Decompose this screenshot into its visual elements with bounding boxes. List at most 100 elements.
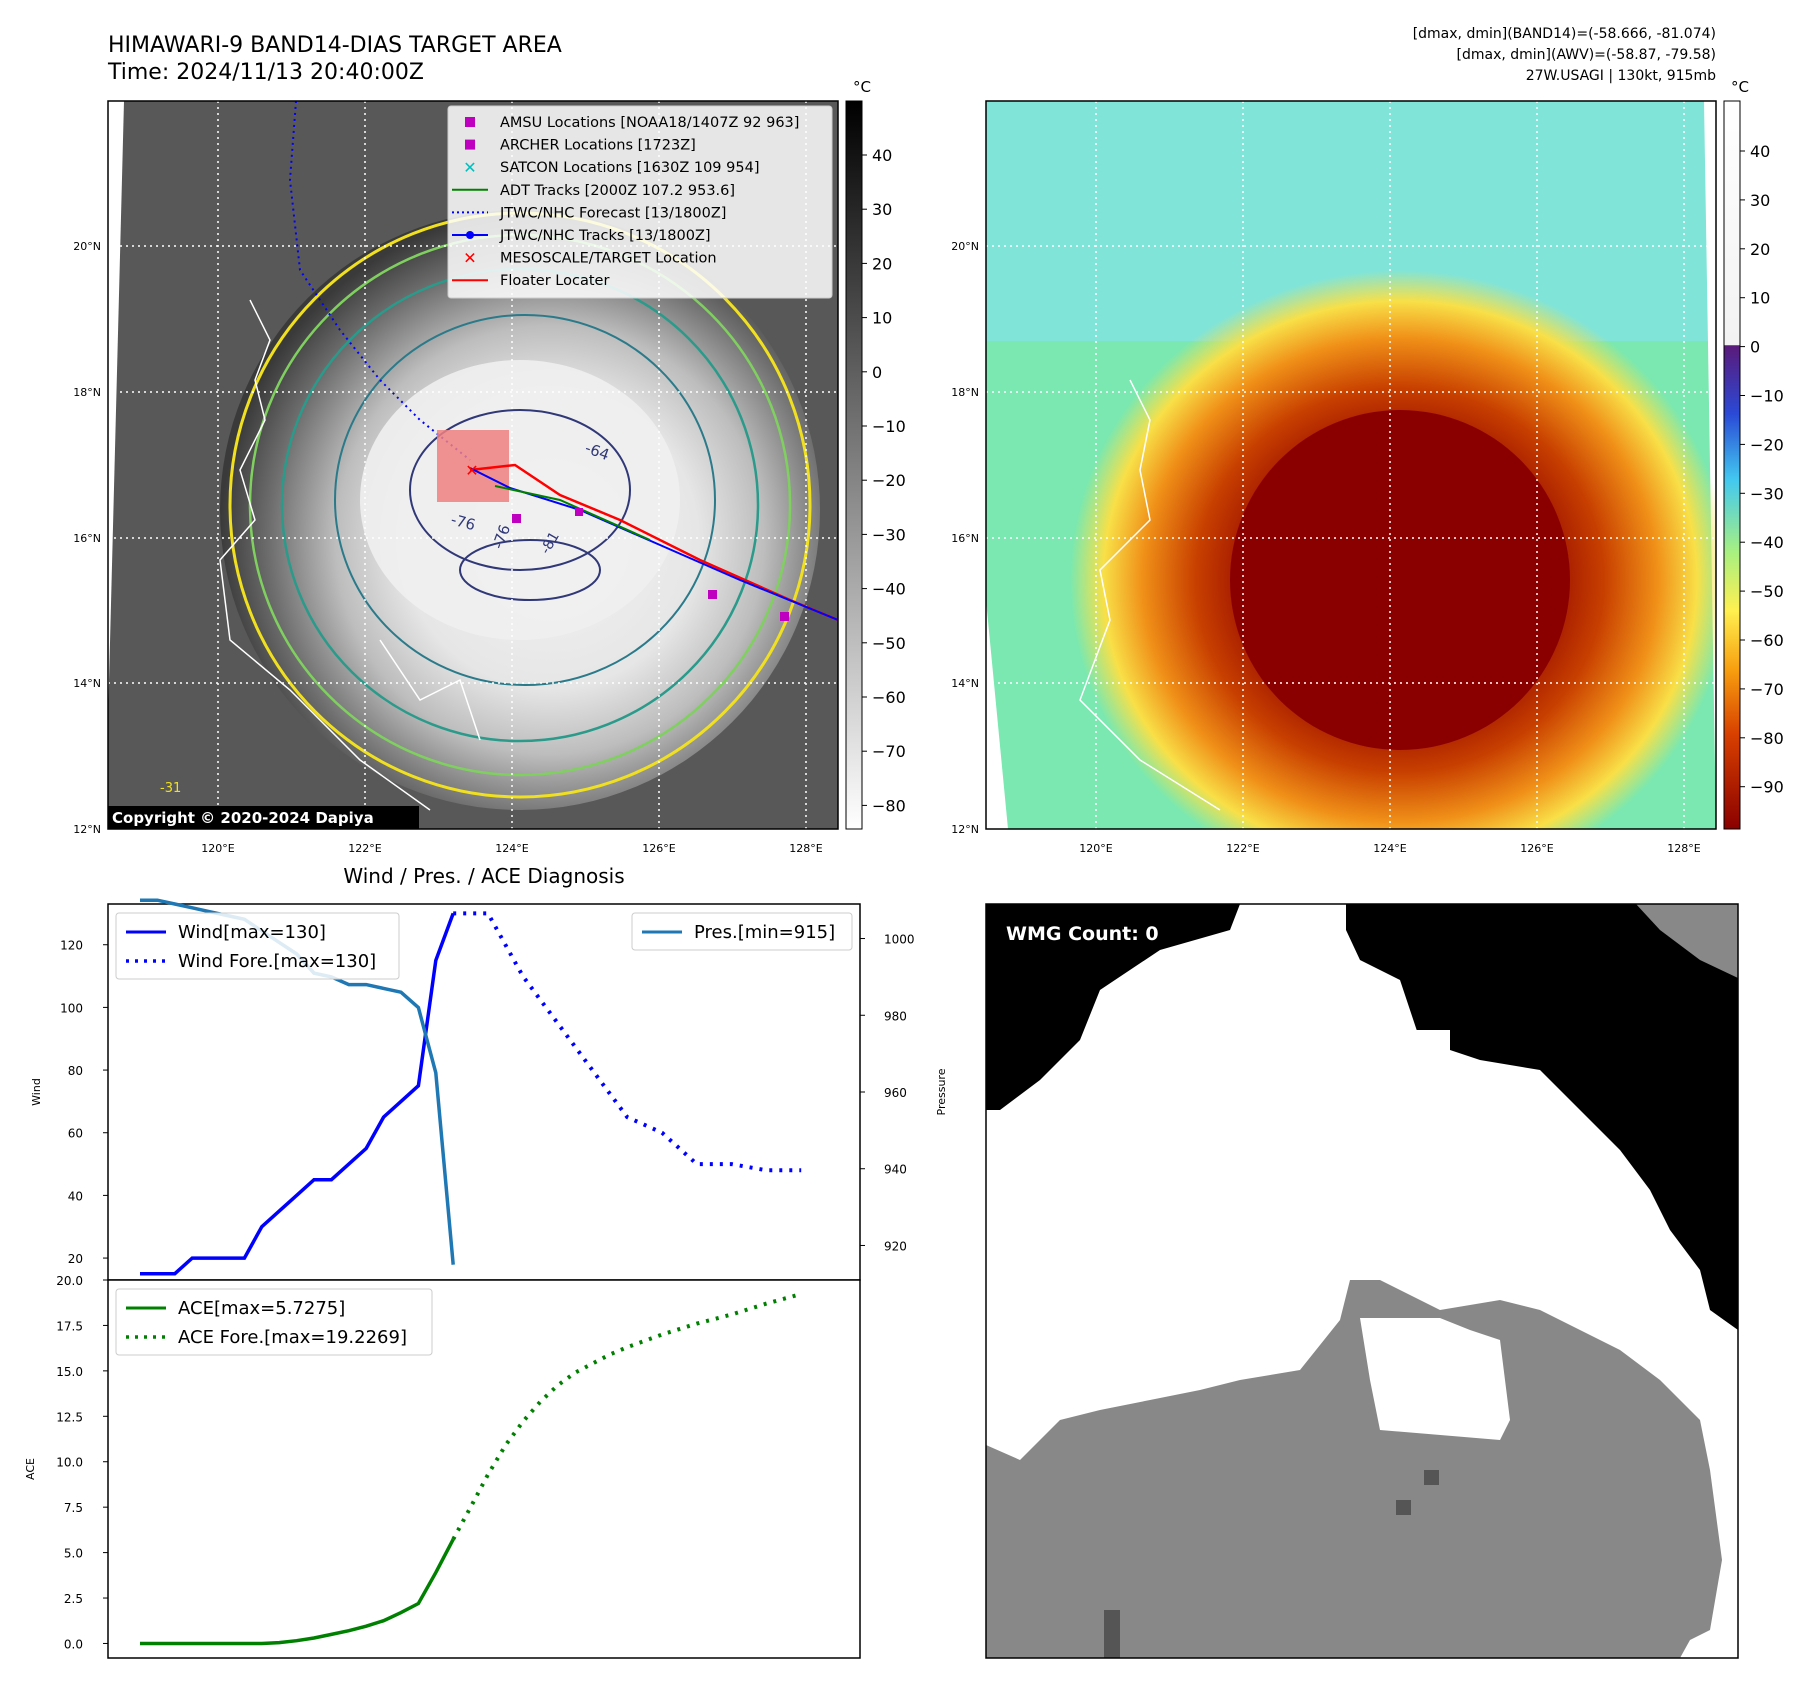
ace-tick-label: 2.5 bbox=[64, 1592, 83, 1606]
wmg-white-patch bbox=[1380, 1030, 1450, 1058]
lat-label: 18°N bbox=[73, 386, 101, 399]
archer-marker-2 bbox=[575, 508, 583, 516]
ace-tick-label: 7.5 bbox=[64, 1501, 83, 1515]
wmg-frame bbox=[985, 903, 1739, 1659]
wind-pressure-chart: Wind Pressure 20 40 60 80 100 120 920 940 960 98… bbox=[30, 898, 948, 1281]
colorbar-tick-label: −30 bbox=[1750, 484, 1784, 503]
ir-swath-edge bbox=[108, 101, 124, 720]
wv-swath-edge-left bbox=[986, 600, 1008, 829]
lon-label: 122°E bbox=[1226, 842, 1259, 855]
jtwc-forecast-track bbox=[288, 101, 471, 461]
target-location-marker: ✕ bbox=[465, 461, 478, 480]
wind-legend: Wind[max=130] Wind Fore.[max=130] bbox=[115, 912, 400, 980]
ace-axis-label: ACE bbox=[24, 1458, 37, 1480]
wind-y-ticks: 20 40 60 80 100 120 bbox=[60, 939, 108, 1266]
ace-forecast-legend-label: ACE Fore.[max=19.2269] bbox=[178, 1327, 407, 1348]
ace-series bbox=[140, 1292, 802, 1646]
legend-label: JTWC/NHC Tracks [13/1800Z] bbox=[499, 228, 711, 244]
coastline-islands bbox=[379, 639, 481, 741]
colorbar-tick-label: −10 bbox=[872, 417, 906, 436]
storm-info: 27W.USAGI | 130kt, 915mb bbox=[1526, 68, 1716, 84]
legend-marker-x: ✕ bbox=[463, 158, 476, 177]
legend-box bbox=[447, 105, 833, 299]
colorbar-tick-label: −30 bbox=[872, 525, 906, 544]
colorbar-tick-label: 10 bbox=[1750, 289, 1770, 308]
lat-label: 20°N bbox=[73, 240, 101, 253]
colorbar-tick-label: −80 bbox=[1750, 729, 1784, 748]
ir-axis-labels: 20°N 18°N 16°N 14°N 12°N 120°E 122°E 124… bbox=[73, 240, 823, 855]
contour-teal-inner bbox=[334, 314, 716, 686]
wind-tick-label: 40 bbox=[68, 1189, 83, 1203]
wind-forecast-line bbox=[453, 911, 802, 1173]
wmg-dark-cell bbox=[1396, 1500, 1411, 1515]
colorbar-tick-label: 30 bbox=[872, 200, 892, 219]
wv-colorbar-ticks: 40 30 20 10 0 −10 −20 −30 −40 −50 −60 −70 −80 −90 bbox=[1740, 142, 1784, 797]
colorbar-tick-label: −70 bbox=[1750, 680, 1784, 699]
legend-label: Floater Locater bbox=[500, 273, 609, 289]
colorbar-tick-label: 10 bbox=[872, 309, 892, 328]
ace-tick-label: 15.0 bbox=[56, 1365, 83, 1379]
colorbar-tick-label: 20 bbox=[1750, 240, 1770, 259]
lat-label: 16°N bbox=[951, 532, 979, 545]
ir-map-panel: ✕ -64 -76 -76 -81 -31 AMSU Locations [NO… bbox=[73, 78, 906, 855]
wv-colorbar-unit: °C bbox=[1731, 78, 1749, 96]
lon-label: 128°E bbox=[789, 842, 822, 855]
wv-map-panel: 20°N 18°N 16°N 14°N 12°N 120°E 122°E 124… bbox=[951, 78, 1784, 855]
wmg-dark-cell bbox=[1424, 1470, 1439, 1485]
wmg-panel: WMG Count: 0 bbox=[985, 903, 1739, 1659]
amsu-marker-2 bbox=[780, 612, 789, 621]
pressure-tick-label: 960 bbox=[884, 1086, 907, 1100]
ace-tick-label: 0.0 bbox=[64, 1637, 83, 1651]
wind-tick-label: 60 bbox=[68, 1127, 83, 1141]
lon-label: 120°E bbox=[201, 842, 234, 855]
colorbar-tick-label: −40 bbox=[1750, 533, 1784, 552]
ace-chart: ACE 0.0 2.5 5.0 7.5 10.0 12.5 15.0 17.5 20.0 ACE… bbox=[24, 1274, 861, 1659]
pressure-tick-label: 980 bbox=[884, 1009, 907, 1023]
colorbar-tick-label: −10 bbox=[1750, 387, 1784, 406]
ir-colorbar-unit: °C bbox=[853, 78, 871, 96]
pressure-tick-label: 920 bbox=[884, 1239, 907, 1253]
wmg-gray-region bbox=[1636, 904, 1738, 978]
lat-label: 18°N bbox=[951, 386, 979, 399]
wind-forecast-legend-label: Wind Fore.[max=130] bbox=[178, 951, 376, 972]
lon-label: 120°E bbox=[1079, 842, 1112, 855]
wv-coastline bbox=[1079, 379, 1221, 811]
colorbar-tick-label: −90 bbox=[1750, 778, 1784, 797]
contour-navy-south bbox=[459, 539, 601, 601]
ir-cdo bbox=[360, 360, 680, 640]
colorbar-tick-label: −20 bbox=[872, 471, 906, 490]
wind-axis-label: Wind bbox=[30, 1078, 43, 1106]
band14-stats: [dmax, dmin](BAND14)=(-58.666, -81.074) bbox=[1413, 26, 1716, 42]
archer-marker bbox=[512, 514, 521, 523]
wind-tick-label: 20 bbox=[68, 1252, 83, 1266]
colorbar-tick-label: 0 bbox=[872, 363, 882, 382]
lon-label: 126°E bbox=[1520, 842, 1553, 855]
legend-marker-dot bbox=[466, 231, 474, 239]
colorbar-tick-label: −80 bbox=[872, 796, 906, 815]
wv-map-frame bbox=[985, 100, 1717, 830]
legend-marker-square bbox=[465, 139, 475, 150]
contour-label: -76 bbox=[449, 510, 477, 534]
lat-label: 20°N bbox=[951, 240, 979, 253]
colorbar-tick-label: 20 bbox=[872, 254, 892, 273]
ace-tick-label: 5.0 bbox=[64, 1547, 83, 1561]
wind-tick-label: 80 bbox=[68, 1064, 83, 1078]
contour-label: -31 bbox=[160, 781, 181, 796]
pressure-y-ticks: 920 940 960 980 1000 bbox=[860, 933, 915, 1253]
colorbar-tick-label: −70 bbox=[872, 742, 906, 761]
wv-storm-core bbox=[1230, 410, 1570, 750]
lat-label: 12°N bbox=[951, 823, 979, 836]
contour-navy bbox=[409, 409, 631, 571]
pressure-legend: Pres.[min=915] bbox=[631, 912, 853, 951]
legend-label: ADT Tracks [2000Z 107.2 953.6] bbox=[500, 183, 735, 199]
ir-colorbar-ticks: 40 30 20 10 0 −10 −20 −30 −40 −50 −60 −70 −80 bbox=[862, 146, 906, 815]
ir-map-frame bbox=[107, 100, 839, 830]
copyright-background bbox=[108, 806, 419, 829]
lat-label: 14°N bbox=[951, 677, 979, 690]
wind-tick-label: 100 bbox=[60, 1001, 83, 1015]
wmg-gray-region bbox=[986, 1280, 1722, 1658]
ace-legend-label: ACE[max=5.7275] bbox=[178, 1298, 345, 1319]
colorbar-tick-label: 40 bbox=[872, 146, 892, 165]
ace-tick-label: 17.5 bbox=[56, 1319, 83, 1333]
pressure-legend-box bbox=[631, 912, 853, 951]
